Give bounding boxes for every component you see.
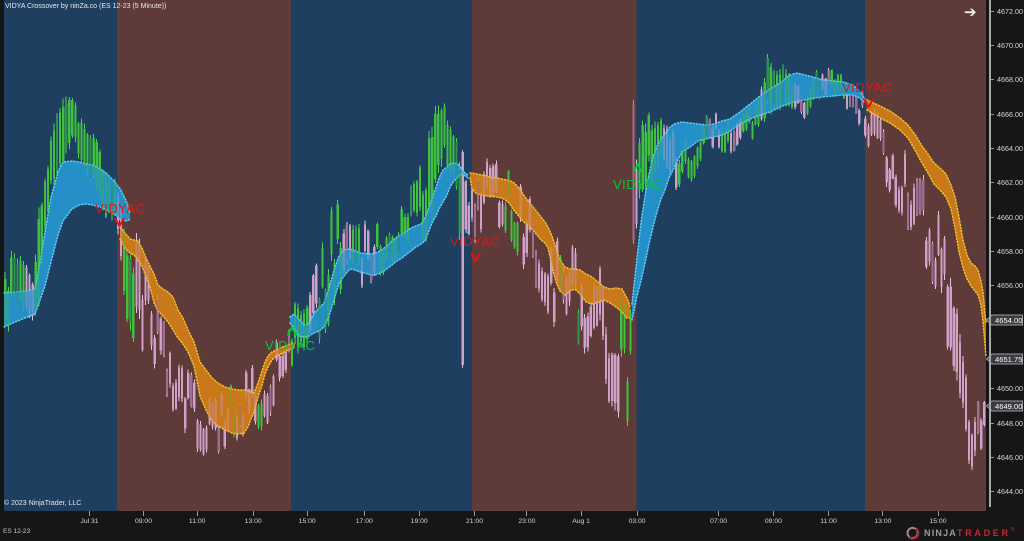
svg-text:4651.75: 4651.75 <box>995 355 1022 364</box>
svg-text:4649.00: 4649.00 <box>995 402 1022 411</box>
svg-text:4654.00: 4654.00 <box>995 316 1022 325</box>
